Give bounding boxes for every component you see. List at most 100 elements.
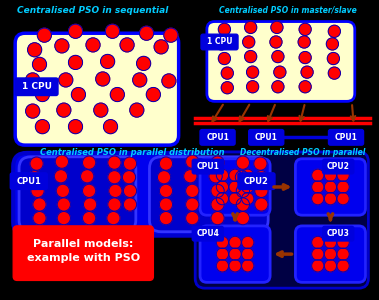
FancyBboxPatch shape [10, 173, 47, 189]
Circle shape [109, 184, 122, 197]
Circle shape [211, 184, 224, 197]
Text: CPU1: CPU1 [16, 177, 41, 186]
Circle shape [33, 198, 46, 211]
Circle shape [56, 184, 69, 197]
FancyBboxPatch shape [323, 226, 354, 241]
Circle shape [337, 237, 349, 248]
FancyBboxPatch shape [200, 159, 270, 215]
Circle shape [255, 184, 268, 197]
Circle shape [160, 212, 172, 224]
FancyBboxPatch shape [13, 153, 276, 236]
Circle shape [124, 184, 136, 197]
Circle shape [242, 169, 254, 181]
Circle shape [337, 169, 349, 181]
Circle shape [30, 157, 43, 170]
Text: Centralised PSO in master/slave: Centralised PSO in master/slave [219, 6, 357, 15]
Circle shape [38, 28, 51, 42]
Circle shape [324, 260, 336, 272]
Text: Decentralised PSO in parallel: Decentralised PSO in parallel [240, 148, 365, 157]
Circle shape [124, 157, 136, 170]
Circle shape [245, 22, 257, 33]
Text: CPU3: CPU3 [327, 229, 350, 238]
Circle shape [83, 184, 96, 197]
Circle shape [28, 43, 41, 57]
Circle shape [160, 157, 172, 170]
Circle shape [55, 170, 67, 183]
FancyBboxPatch shape [15, 78, 58, 95]
Circle shape [217, 237, 228, 248]
Circle shape [312, 193, 324, 205]
Circle shape [58, 198, 70, 211]
Text: CPU2: CPU2 [327, 162, 350, 171]
Circle shape [242, 181, 254, 193]
Circle shape [209, 170, 222, 183]
Circle shape [108, 198, 121, 211]
Text: 1 CPU: 1 CPU [207, 38, 232, 46]
Circle shape [236, 198, 249, 211]
Circle shape [33, 212, 46, 224]
Circle shape [111, 88, 124, 101]
Circle shape [229, 237, 241, 248]
Circle shape [337, 181, 349, 193]
Circle shape [55, 39, 69, 53]
Circle shape [229, 169, 241, 181]
Circle shape [324, 237, 336, 248]
Circle shape [84, 198, 96, 211]
Circle shape [186, 198, 199, 211]
Circle shape [255, 171, 268, 184]
Circle shape [58, 212, 70, 224]
FancyBboxPatch shape [249, 130, 284, 145]
Circle shape [272, 51, 284, 62]
Circle shape [57, 103, 70, 117]
Circle shape [337, 260, 349, 272]
Text: CPU4: CPU4 [196, 229, 219, 238]
FancyBboxPatch shape [13, 226, 153, 280]
Circle shape [86, 38, 100, 52]
Circle shape [245, 51, 257, 62]
Circle shape [271, 22, 283, 33]
Circle shape [31, 184, 44, 197]
Circle shape [26, 73, 39, 87]
Circle shape [124, 198, 136, 211]
Circle shape [69, 56, 82, 69]
Circle shape [299, 81, 311, 93]
Text: CPU1: CPU1 [335, 133, 357, 142]
Circle shape [160, 184, 172, 197]
Circle shape [28, 171, 41, 184]
Circle shape [299, 23, 311, 35]
Circle shape [329, 67, 340, 79]
Text: Centralised PSO in parallel distribution: Centralised PSO in parallel distribution [40, 148, 224, 157]
Circle shape [229, 193, 241, 205]
Circle shape [120, 38, 134, 52]
Circle shape [247, 81, 258, 93]
Circle shape [130, 103, 144, 117]
Circle shape [324, 181, 336, 193]
Circle shape [217, 248, 228, 260]
Circle shape [137, 57, 150, 70]
Circle shape [186, 184, 199, 197]
FancyBboxPatch shape [19, 157, 136, 232]
FancyBboxPatch shape [200, 130, 235, 145]
FancyBboxPatch shape [201, 34, 238, 50]
Circle shape [217, 181, 228, 193]
Circle shape [217, 260, 228, 272]
Circle shape [101, 55, 114, 68]
Circle shape [272, 81, 284, 93]
Circle shape [107, 212, 120, 224]
Circle shape [158, 171, 171, 184]
Circle shape [312, 237, 324, 248]
Circle shape [337, 193, 349, 205]
FancyBboxPatch shape [329, 130, 363, 145]
Circle shape [217, 169, 228, 181]
Circle shape [216, 38, 227, 50]
Circle shape [243, 36, 255, 48]
Circle shape [59, 73, 73, 87]
Circle shape [140, 26, 153, 40]
Text: CPU1: CPU1 [196, 162, 219, 171]
Circle shape [154, 40, 168, 54]
Circle shape [312, 181, 324, 193]
FancyBboxPatch shape [149, 157, 268, 232]
Circle shape [324, 193, 336, 205]
Circle shape [160, 198, 172, 211]
Circle shape [211, 198, 224, 211]
